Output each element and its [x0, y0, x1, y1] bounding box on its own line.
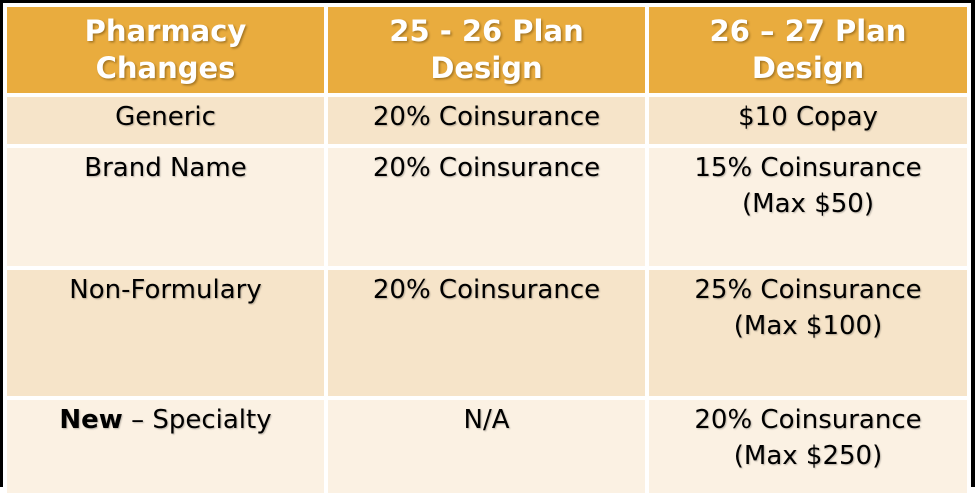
table-row-new-specialty: New – Specialty N/A 20% Coinsurance (Max… [7, 400, 967, 493]
category-text: Non-Formulary [69, 275, 262, 305]
pharmacy-plan-comparison-table: Pharmacy Changes 25 - 26 Plan Design 26 … [3, 3, 971, 497]
column-header-pharmacy-changes: Pharmacy Changes [7, 7, 324, 93]
plan-25-26-cell: 20% Coinsurance [328, 270, 645, 396]
header-row: Pharmacy Changes 25 - 26 Plan Design 26 … [7, 7, 967, 93]
category-text: Brand Name [84, 153, 247, 183]
column-header-plan-26-27: 26 – 27 Plan Design [649, 7, 967, 93]
table-row-non-formulary: Non-Formulary 20% Coinsurance 25% Coinsu… [7, 270, 967, 396]
table-row-brand-name: Brand Name 20% Coinsurance 15% Coinsuran… [7, 148, 967, 266]
column-header-plan-25-26: 25 - 26 Plan Design [328, 7, 645, 93]
category-bold-text: New [59, 405, 123, 435]
table-row-generic: Generic 20% Coinsurance $10 Copay [7, 97, 967, 144]
plan-26-27-cell: 20% Coinsurance (Max $250) [649, 400, 967, 493]
category-cell: Non-Formulary [7, 270, 324, 396]
plan-26-27-cell: 15% Coinsurance (Max $50) [649, 148, 967, 266]
plan-26-27-cell: $10 Copay [649, 97, 967, 144]
plan-25-26-cell: N/A [328, 400, 645, 493]
category-text: – Specialty [122, 405, 272, 435]
plan-26-27-cell: 25% Coinsurance (Max $100) [649, 270, 967, 396]
category-cell: New – Specialty [7, 400, 324, 493]
table-background: Pharmacy Changes 25 - 26 Plan Design 26 … [3, 3, 971, 497]
category-text: Generic [115, 102, 216, 132]
plan-25-26-cell: 20% Coinsurance [328, 148, 645, 266]
category-cell: Brand Name [7, 148, 324, 266]
category-cell: Generic [7, 97, 324, 144]
plan-25-26-cell: 20% Coinsurance [328, 97, 645, 144]
